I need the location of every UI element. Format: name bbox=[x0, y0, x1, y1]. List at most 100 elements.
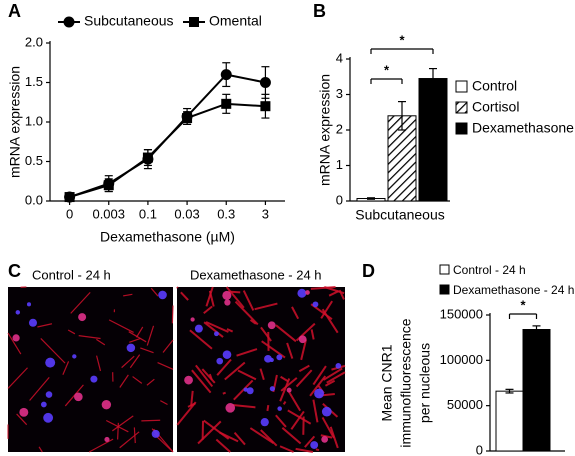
micrograph-fiber bbox=[29, 376, 50, 401]
micrograph-fiber bbox=[135, 326, 144, 338]
micrograph-nucleus bbox=[276, 354, 283, 361]
micrograph-fiber bbox=[7, 367, 28, 389]
micrograph-fiber bbox=[219, 431, 239, 443]
micrograph-fiber bbox=[320, 434, 333, 439]
micrograph-fiber bbox=[78, 335, 101, 340]
marker bbox=[182, 113, 193, 124]
y-tick-label: 3 bbox=[336, 86, 343, 101]
micrograph-fiber bbox=[261, 340, 286, 359]
marker bbox=[189, 17, 199, 27]
micrograph-nucleus bbox=[286, 387, 292, 393]
micrograph-fiber bbox=[95, 355, 102, 372]
micrograph-nucleus bbox=[222, 350, 232, 359]
micrograph-fiber bbox=[16, 413, 28, 426]
micrograph-fiber bbox=[237, 369, 257, 381]
micrograph-fiber bbox=[304, 435, 316, 448]
legend-swatch bbox=[455, 101, 468, 114]
micrograph-nucleus bbox=[214, 331, 219, 337]
micrograph-nucleus bbox=[19, 407, 29, 417]
micrograph-fiber bbox=[259, 368, 265, 381]
marker bbox=[221, 98, 232, 109]
micrograph-fiber bbox=[171, 305, 174, 324]
micrograph-fiber bbox=[160, 400, 168, 406]
micrograph-fiber bbox=[312, 399, 319, 423]
marker bbox=[220, 69, 232, 81]
legend-label: Subcutaneous bbox=[84, 13, 174, 29]
micrograph-fiber bbox=[140, 347, 154, 354]
micrograph-fiber bbox=[67, 329, 76, 335]
micrograph-fiber bbox=[295, 447, 314, 453]
y-tick-label: 50000 bbox=[447, 397, 483, 412]
micrograph-nucleus bbox=[78, 313, 87, 322]
micrograph-nucleus bbox=[101, 399, 112, 410]
micrograph-fiber bbox=[129, 337, 141, 343]
micrograph-fiber bbox=[119, 431, 140, 449]
micrograph-fiber bbox=[208, 290, 215, 307]
image-caption: Control - 24 h bbox=[32, 267, 111, 282]
micrograph-nucleus bbox=[260, 418, 269, 427]
micrograph-fiber bbox=[141, 419, 161, 422]
micrograph-nucleus bbox=[312, 301, 319, 308]
micrograph-nucleus bbox=[321, 436, 329, 443]
micrograph-nucleus bbox=[90, 375, 98, 383]
micrograph-nucleus bbox=[264, 354, 272, 363]
micrograph-fiber bbox=[286, 342, 294, 359]
micrograph-fiber bbox=[254, 302, 278, 311]
micrograph-fiber bbox=[324, 379, 336, 387]
micrograph-fiber bbox=[226, 328, 234, 333]
micrograph-fiber bbox=[38, 446, 43, 453]
marker bbox=[142, 152, 153, 163]
y-tick-label: 150000 bbox=[440, 306, 483, 321]
marker bbox=[259, 77, 271, 88]
micrograph-fiber bbox=[157, 361, 174, 370]
micrograph-nucleus bbox=[269, 386, 275, 392]
marker bbox=[260, 101, 271, 112]
y-tick-label: 0.5 bbox=[25, 153, 43, 168]
micrograph-fiber bbox=[260, 429, 278, 447]
micrograph-fiber bbox=[224, 361, 246, 381]
micrograph-fiber bbox=[266, 404, 270, 412]
micrograph-fiber bbox=[310, 329, 315, 340]
marker bbox=[103, 180, 114, 191]
legend-swatch bbox=[439, 264, 450, 275]
micrograph-nucleus bbox=[12, 334, 20, 342]
micrograph-nucleus bbox=[158, 290, 167, 300]
micrograph-fiber bbox=[216, 358, 232, 376]
micrograph-fiber bbox=[203, 305, 213, 314]
micrograph-nucleus bbox=[104, 436, 110, 443]
y-axis-label: mRNA expression bbox=[7, 66, 23, 178]
bar bbox=[418, 78, 448, 202]
micrograph-fiber bbox=[280, 377, 298, 392]
y-tick-label: 4 bbox=[336, 50, 343, 65]
micrograph-nucleus bbox=[224, 299, 231, 306]
legend-swatch bbox=[439, 284, 450, 295]
micrograph-fiber bbox=[88, 438, 114, 453]
micrograph-nucleus bbox=[314, 388, 324, 399]
micrograph-nucleus bbox=[298, 335, 307, 344]
micrograph-nucleus bbox=[216, 357, 224, 365]
y-tick-label: 2.0 bbox=[25, 34, 43, 49]
significance-label: * bbox=[520, 297, 526, 312]
micrograph-nucleus bbox=[297, 288, 307, 298]
micrograph-nucleus bbox=[194, 324, 203, 333]
series-line bbox=[69, 102, 266, 199]
micrograph-fiber bbox=[249, 319, 257, 325]
micrograph-nucleus bbox=[190, 317, 195, 322]
micrograph-fiber bbox=[279, 445, 294, 453]
micrograph-fiber bbox=[96, 338, 106, 346]
micrograph-fiber bbox=[233, 431, 246, 446]
micrograph-fiber bbox=[132, 376, 143, 384]
series-line bbox=[69, 73, 266, 198]
micrograph-nucleus bbox=[243, 387, 248, 392]
micrograph-fiber bbox=[242, 290, 255, 311]
micrograph-fiber bbox=[162, 339, 174, 353]
legend-label: Cortisol bbox=[472, 99, 519, 115]
legend-label: Control bbox=[472, 78, 517, 94]
micrograph-fiber bbox=[197, 420, 222, 445]
micrograph-fiber bbox=[203, 321, 224, 338]
micrograph-nucleus bbox=[277, 406, 282, 411]
legend-swatch bbox=[455, 80, 468, 93]
micrograph-nucleus bbox=[321, 406, 332, 417]
micrograph-fiber bbox=[320, 300, 334, 319]
micrograph-nucleus bbox=[72, 354, 77, 359]
